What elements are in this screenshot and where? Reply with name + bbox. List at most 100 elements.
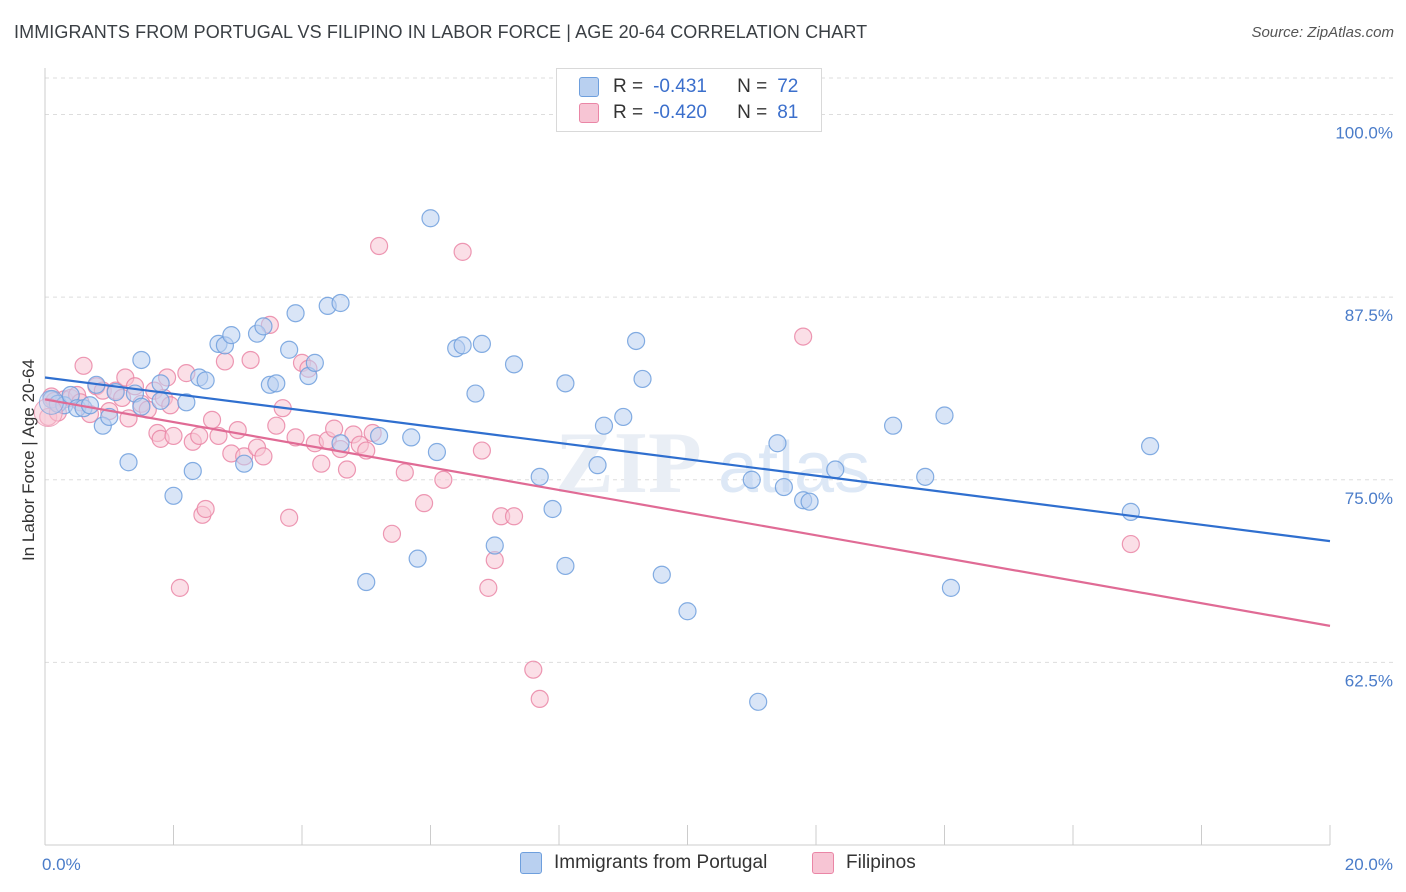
y-tick-label: 87.5%: [1345, 306, 1393, 325]
portugal-point: [119, 453, 138, 472]
portugal-point: [504, 355, 524, 374]
portugal-point: [235, 454, 254, 473]
portugal-point: [633, 369, 652, 389]
filipinos-point: [33, 398, 63, 428]
portugal-point: [556, 374, 575, 393]
portugal-point: [402, 428, 421, 447]
filipinos-point: [164, 426, 183, 446]
portugal-point: [543, 499, 562, 519]
watermark-zip: ZIP: [555, 415, 702, 512]
filipinos-point: [1121, 534, 1140, 554]
portugal-point: [196, 371, 215, 390]
filipinos-point: [215, 352, 234, 371]
r-label: R =: [613, 102, 644, 123]
filipinos-point: [202, 410, 222, 429]
legend-swatch-portugal: [520, 852, 542, 874]
filipinos-point: [280, 508, 299, 527]
filipinos-point: [190, 426, 209, 446]
filipinos-point: [524, 660, 543, 679]
y-tick-label: 100.0%: [1335, 124, 1393, 143]
filipinos-point: [504, 507, 524, 526]
portugal-point: [100, 407, 119, 427]
n-label: N =: [737, 102, 768, 123]
portugal-point: [151, 391, 170, 410]
filipinos-point: [472, 441, 491, 460]
source-note: Source: ZipAtlas.com: [1251, 24, 1394, 41]
legend-item-portugal[interactable]: Immigrants from Portugal: [520, 852, 767, 874]
portugal-point: [370, 426, 389, 446]
portugal-point: [427, 442, 447, 462]
series-legend: Immigrants from Portugal Filipinos: [0, 852, 1406, 878]
legend-label-portugal: Immigrants from Portugal: [554, 852, 768, 873]
filipinos-point: [370, 236, 389, 256]
portugal-point: [1121, 502, 1140, 522]
filipinos-point: [286, 428, 305, 447]
filipinos-point: [434, 470, 453, 489]
portugal-point: [466, 384, 485, 403]
portugal-point: [254, 317, 273, 336]
portugal-point: [594, 416, 614, 435]
portugal-point: [472, 334, 491, 353]
filipinos-point: [254, 447, 273, 466]
portugal-point: [774, 477, 793, 497]
filipinos-point: [414, 494, 434, 513]
legend-row-portugal: R = -0.431 N = 72: [579, 75, 798, 99]
r-label: R =: [613, 76, 644, 97]
y-tick-label: 75.0%: [1345, 489, 1393, 508]
filipinos-point: [170, 578, 190, 597]
filipinos-point: [794, 327, 813, 346]
portugal-point: [768, 434, 787, 453]
points-layer: [33, 209, 1160, 711]
correlation-legend: R = -0.431 N = 72 R = -0.420 N = 81: [556, 68, 822, 132]
portugal-point: [164, 486, 183, 505]
filipinos-trendline: [44, 398, 1331, 627]
y-axis-label: In Labor Force | Age 20-64: [19, 359, 38, 561]
portugal-point: [408, 549, 427, 568]
portugal-point: [742, 470, 761, 489]
portugal-point: [826, 460, 845, 479]
n-label: N =: [737, 76, 768, 97]
y-tick-label: 62.5%: [1345, 671, 1393, 690]
portugal-point: [286, 304, 305, 323]
filipinos-point: [241, 350, 260, 370]
portugal-point: [588, 456, 607, 475]
filipinos-point: [337, 460, 357, 479]
filipinos-point: [312, 454, 331, 473]
filipinos-point: [479, 578, 498, 597]
portugal-point: [280, 340, 299, 359]
portugal-point: [749, 692, 768, 711]
legend-item-filipinos[interactable]: Filipinos: [812, 852, 916, 874]
filipinos-point: [74, 356, 93, 375]
chart-title: IMMIGRANTS FROM PORTUGAL VS FILIPINO IN …: [14, 22, 868, 42]
legend-swatch-filipinos: [579, 103, 599, 123]
filipinos-point: [395, 463, 414, 482]
portugal-point: [453, 336, 472, 355]
filipinos-point: [382, 524, 402, 543]
x-tick-label: 20.0%: [1345, 855, 1393, 874]
axes-layer: 62.5% 75.0% 87.5% 100.0% 0.0% 20.0%: [42, 68, 1393, 874]
portugal-point: [267, 374, 286, 393]
portugal-point: [678, 602, 697, 621]
portugal-point: [652, 565, 671, 584]
portugal-point: [151, 374, 170, 393]
legend-swatch-portugal: [579, 77, 599, 97]
filipinos-point: [196, 499, 215, 519]
portugal-point: [183, 461, 202, 481]
n-value-portugal: 72: [777, 76, 799, 97]
portugal-point: [800, 492, 819, 511]
n-value-filipinos: 81: [777, 102, 799, 123]
portugal-point: [305, 353, 324, 372]
filipinos-point: [453, 242, 472, 261]
portugal-point: [177, 393, 196, 412]
filipinos-point: [228, 420, 247, 440]
portugal-point: [916, 467, 935, 486]
portugal-point: [941, 578, 961, 597]
legend-swatch-filipinos: [812, 852, 834, 874]
trend-layer: [44, 376, 1331, 627]
portugal-point: [883, 416, 903, 435]
filipinos-point: [530, 689, 549, 709]
portugal-point: [626, 331, 646, 351]
portugal-point: [1140, 437, 1160, 456]
watermark-atlas: atlas: [718, 428, 870, 508]
